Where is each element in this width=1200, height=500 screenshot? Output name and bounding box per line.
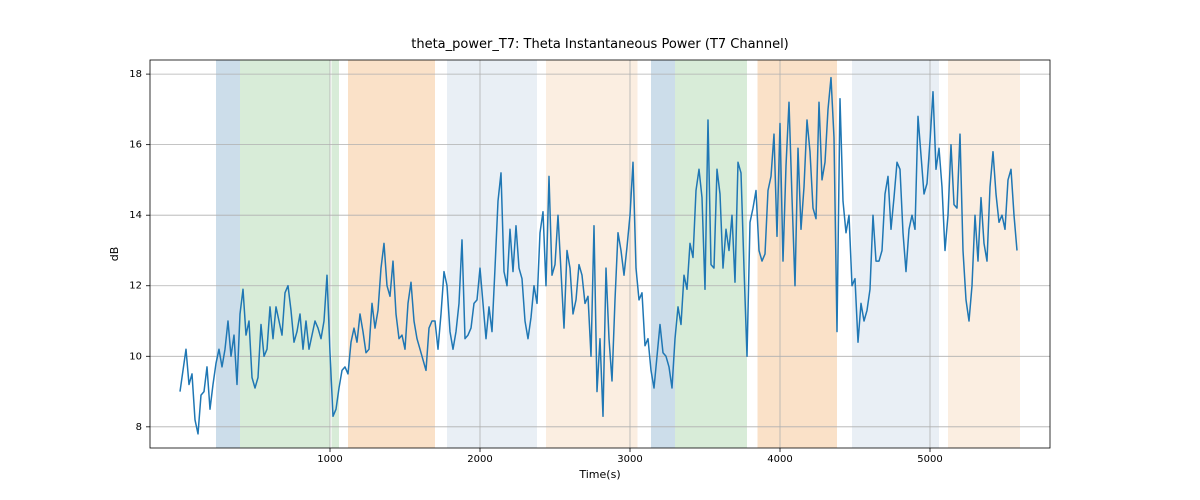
band [447,60,537,448]
band [348,60,435,448]
y-axis: 8 10 12 14 16 18 [129,69,150,433]
x-tick-label: 1000 [317,454,342,465]
x-tick-label: 3000 [617,454,642,465]
theta-power-chart: 1000 2000 3000 4000 5000 8 10 12 14 16 18 Time(s) dB… [0,0,1200,500]
y-axis-label: dB [108,247,121,262]
chart-container: 1000 2000 3000 4000 5000 8 10 12 14 16 18 Time(s) dB… [0,0,1200,500]
band [651,60,675,448]
x-tick-label: 2000 [467,454,492,465]
band [852,60,939,448]
band [332,60,340,448]
band [216,60,240,448]
y-tick-label: 8 [136,422,142,433]
chart-title: theta_power_T7: Theta Instantaneous Powe… [411,37,789,52]
background-bands [216,60,1020,448]
x-axis: 1000 2000 3000 4000 5000 [317,448,942,465]
y-tick-label: 10 [129,351,142,362]
y-tick-label: 14 [129,210,142,221]
band [240,60,330,448]
y-tick-label: 16 [129,140,142,151]
y-tick-label: 12 [129,281,142,292]
band [948,60,1020,448]
x-tick-label: 4000 [767,454,792,465]
x-axis-label: Time(s) [578,468,620,481]
x-tick-label: 5000 [917,454,942,465]
band [758,60,838,448]
y-tick-label: 18 [129,69,142,80]
